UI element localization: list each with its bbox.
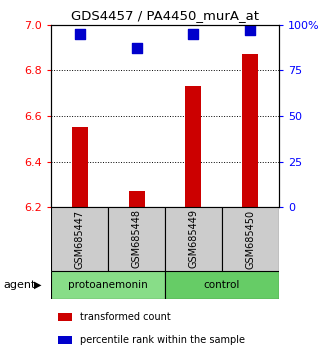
Bar [243, 55, 258, 207]
Text: ▶: ▶ [34, 280, 42, 290]
Point [134, 46, 139, 51]
Point [248, 27, 253, 33]
Text: GDS4457 / PA4450_murA_at: GDS4457 / PA4450_murA_at [71, 9, 259, 22]
Text: GSM685447: GSM685447 [75, 209, 84, 269]
Text: agent: agent [3, 280, 36, 290]
Bar [222, 207, 279, 271]
Text: percentile rank within the sample: percentile rank within the sample [80, 335, 245, 345]
Bar [108, 207, 165, 271]
Text: protoanemonin: protoanemonin [68, 280, 148, 290]
Text: GSM685450: GSM685450 [246, 209, 255, 269]
Bar [51, 207, 108, 271]
Bar [72, 127, 87, 207]
Bar [185, 86, 201, 207]
Text: GSM685448: GSM685448 [132, 210, 142, 268]
Bar [165, 207, 222, 271]
Point [77, 31, 82, 37]
Bar [129, 191, 145, 207]
Text: transformed count: transformed count [80, 312, 171, 322]
Text: GSM685449: GSM685449 [188, 210, 198, 268]
Bar [51, 271, 165, 299]
Point [191, 31, 196, 37]
Text: control: control [204, 280, 240, 290]
Bar [165, 271, 279, 299]
